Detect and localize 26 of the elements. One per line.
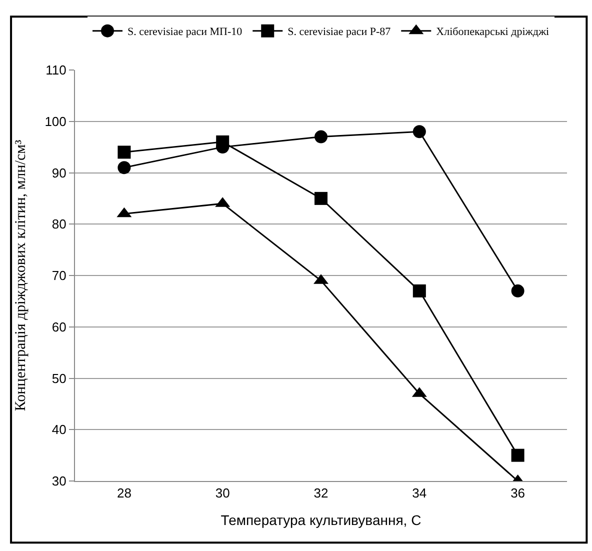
y-tick-label: 80: [52, 216, 66, 232]
legend-label: S. cerevisiae раси Р-87: [288, 26, 392, 38]
legend-label: Хлібопекарські дріжджі: [436, 26, 550, 38]
y-tick-label: 50: [52, 370, 66, 386]
point: [118, 161, 131, 174]
y-tick-label: 30: [52, 474, 66, 489]
y-axis-title: Концентрація дріжджових клітин, млн/см³: [12, 139, 29, 412]
legend-label: S. cerevisiae раси МП-10: [128, 26, 243, 38]
y-tick-label: 100: [44, 114, 66, 129]
x-tick-label: 32: [314, 486, 328, 501]
point: [314, 130, 328, 144]
y-tick-label: 40: [52, 422, 66, 438]
point: [511, 284, 524, 298]
point: [118, 146, 131, 159]
x-tick-label: 34: [412, 486, 427, 501]
point: [314, 192, 328, 205]
x-tick-label: 28: [116, 486, 132, 501]
y-tick-label: 110: [46, 62, 66, 78]
x-tick-label: 30: [215, 486, 230, 501]
x-axis-title: Температура культивування, С: [220, 512, 422, 528]
y-tick-label: 60: [52, 319, 66, 334]
point: [412, 125, 426, 138]
y-tick-label: 70: [52, 268, 66, 284]
x-tick-label: 36: [510, 486, 526, 501]
y-tick-label: 90: [52, 165, 66, 180]
point: [412, 284, 426, 298]
